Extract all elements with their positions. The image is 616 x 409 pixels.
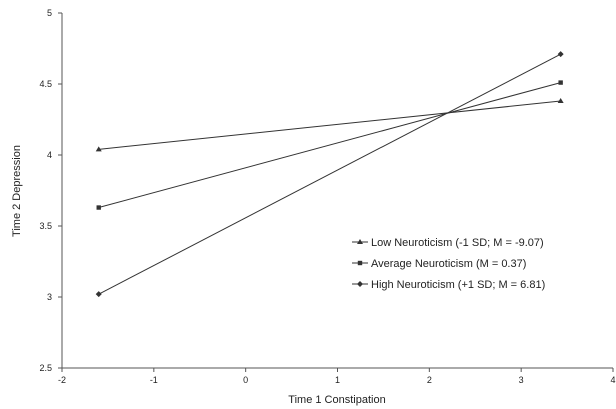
axes: 2.5 3 3.5 4 4.5 5 -2 -1 0 1 2 3 4 <box>39 8 615 385</box>
series-lines <box>95 51 564 298</box>
y-axis-title: Time 2 Depression <box>11 145 23 237</box>
x-tick-label: 1 <box>335 375 340 385</box>
y-tick-label: 3 <box>47 292 52 302</box>
legend-label: Average Neuroticism (M = 0.37) <box>371 258 526 270</box>
series-line <box>98 53 561 295</box>
y-tick-label: 3.5 <box>39 221 52 231</box>
legend-label: High Neuroticism (+1 SD; M = 6.81) <box>371 279 545 291</box>
y-tick-label: 4 <box>47 150 52 160</box>
legend-marker <box>357 281 363 287</box>
data-point <box>558 80 563 85</box>
series-line <box>98 100 561 150</box>
x-tick-label: 2 <box>427 375 432 385</box>
data-point <box>557 51 564 58</box>
data-point <box>96 205 101 210</box>
data-point <box>95 146 102 152</box>
legend-item: Average Neuroticism (M = 0.37) <box>352 258 526 270</box>
y-tick-label: 2.5 <box>39 363 52 373</box>
x-tick-label: 0 <box>243 375 248 385</box>
data-point <box>557 98 564 104</box>
x-tick-label: -2 <box>58 375 66 385</box>
legend-item: High Neuroticism (+1 SD; M = 6.81) <box>352 279 545 291</box>
x-tick-label: 3 <box>519 375 524 385</box>
legend-marker <box>357 260 363 266</box>
legend-label: Low Neuroticism (-1 SD; M = -9.07) <box>371 237 544 249</box>
series-1 <box>95 98 564 152</box>
y-tick-label: 4.5 <box>39 79 52 89</box>
data-point <box>95 291 102 298</box>
legend-item: Low Neuroticism (-1 SD; M = -9.07) <box>352 237 544 249</box>
legend: Low Neuroticism (-1 SD; M = -9.07) Averag… <box>352 237 545 291</box>
series-2 <box>96 80 563 210</box>
x-tick-label: 4 <box>610 375 615 385</box>
legend-marker <box>357 239 363 244</box>
x-tick-label: -1 <box>150 375 158 385</box>
x-axis-title: Time 1 Constipation <box>288 394 385 406</box>
series-line <box>98 82 561 209</box>
series-3 <box>95 51 564 298</box>
y-tick-label: 5 <box>47 8 52 18</box>
